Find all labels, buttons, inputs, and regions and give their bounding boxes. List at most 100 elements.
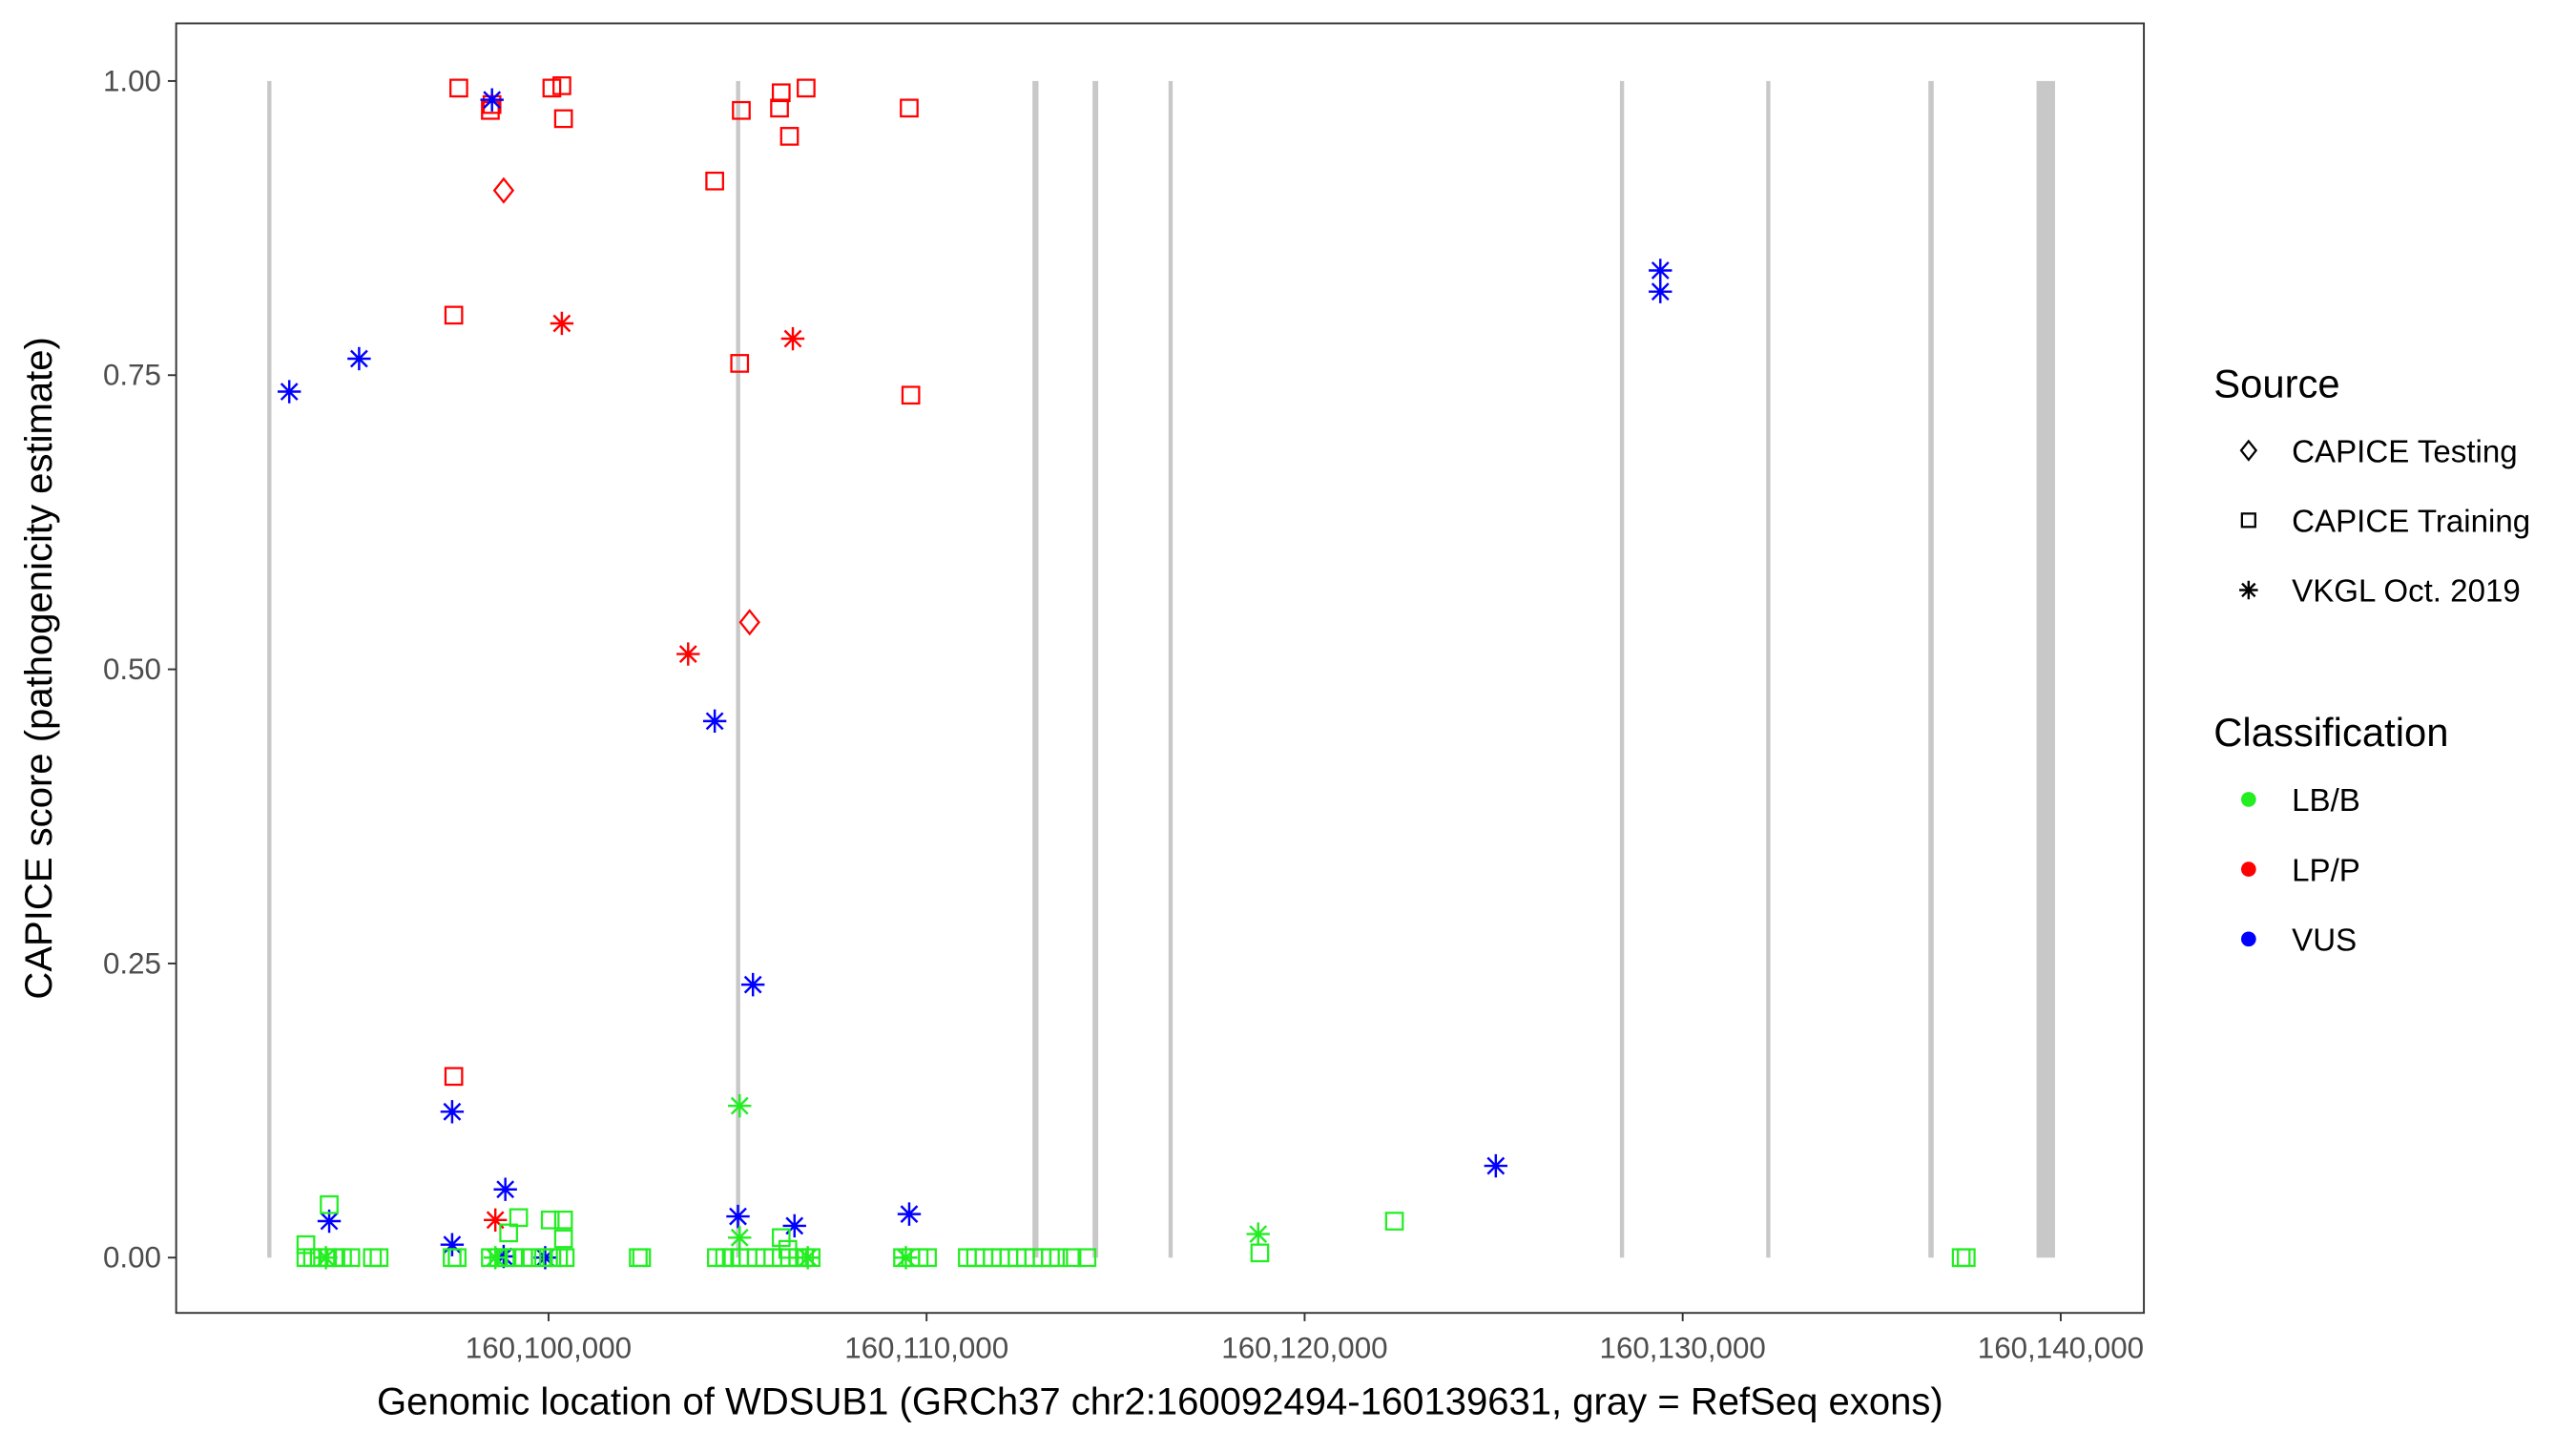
legend: Source Classification CAPICE Testing CAPI… <box>2213 361 2530 958</box>
point-vus-asterisk <box>782 1213 806 1238</box>
legend-title-classification: Classification <box>2213 710 2448 755</box>
point-lb-b-square <box>540 1210 560 1230</box>
legend-key-diamond-icon <box>2239 439 2258 462</box>
point-lb-b-square <box>509 1208 529 1228</box>
point-lb-b-asterisk <box>728 1093 752 1118</box>
point-lb-b-square <box>504 1248 524 1268</box>
exon-bars <box>267 80 2055 1258</box>
point-lb-b-square <box>447 1248 467 1268</box>
point-lb-b-square <box>918 1248 937 1268</box>
point-lb-b-asterisk <box>314 1246 338 1270</box>
plot-border <box>175 22 2146 1315</box>
legend-label: VUS <box>2292 923 2357 958</box>
point-lp-p-square <box>444 305 464 325</box>
point-lb-b-asterisk <box>484 1246 508 1270</box>
point-lb-b-square <box>771 1228 791 1248</box>
y-tick-label: 0.75 <box>103 359 161 392</box>
point-vus-asterisk <box>480 88 504 112</box>
legend-key-dot-icon <box>2241 931 2256 947</box>
point-lb-b-square <box>555 1248 575 1268</box>
legend-label: VKGL Oct. 2019 <box>2292 574 2521 610</box>
exon-bar <box>1619 80 1625 1258</box>
exon-bar <box>267 80 272 1258</box>
point-lb-b-asterisk <box>796 1246 820 1270</box>
y-tick-label: 1.00 <box>103 64 161 97</box>
point-lp-p-square <box>449 78 468 98</box>
legend-label: CAPICE Training <box>2292 505 2530 540</box>
point-lb-b-square <box>801 1248 821 1268</box>
point-lb-b-square <box>341 1248 361 1268</box>
point-lb-b-square <box>499 1223 518 1243</box>
point-lb-b-square <box>1049 1248 1069 1268</box>
point-vus-asterisk <box>491 1244 516 1269</box>
point-lb-b-square <box>1077 1248 1097 1268</box>
legend-title-source: Source <box>2213 361 2339 405</box>
y-tick-label: 0.25 <box>103 946 161 980</box>
point-lp-p-square <box>553 109 573 129</box>
legend-label: LP/P <box>2292 853 2360 888</box>
point-lp-p-square <box>732 100 751 120</box>
exon-bar <box>1928 80 1934 1258</box>
point-lb-b-square <box>1250 1243 1270 1263</box>
point-vus-asterisk <box>1649 259 1672 282</box>
exon-bar <box>1168 80 1174 1258</box>
point-lb-b-square <box>369 1248 389 1268</box>
point-lp-p-square <box>797 78 816 98</box>
point-lp-p-square <box>779 127 800 146</box>
point-lp-p-diamond <box>492 176 515 204</box>
plot-panel <box>176 23 2145 1314</box>
point-lp-p-asterisk <box>780 326 805 351</box>
legend-label: CAPICE Testing <box>2292 434 2518 469</box>
point-vus-asterisk <box>347 346 371 371</box>
point-lb-b-asterisk <box>728 1226 752 1250</box>
point-vus-asterisk <box>1649 280 1672 303</box>
y-axis-title: CAPICE score (pathogenicity estimate) <box>18 337 60 999</box>
point-lp-p-square <box>730 354 750 373</box>
x-tick-label: 160,100,000 <box>466 1331 632 1364</box>
point-lb-b-square <box>553 1210 573 1230</box>
x-tick-label: 160,110,000 <box>844 1331 1008 1364</box>
point-lp-p-diamond <box>738 609 760 636</box>
point-lb-b-square <box>320 1194 339 1214</box>
point-lb-b-square <box>1957 1248 1976 1268</box>
legend-label: LB/B <box>2292 783 2360 819</box>
point-lp-p-square <box>705 171 724 191</box>
point-lp-p-asterisk <box>550 311 574 336</box>
exon-bar <box>2036 80 2055 1258</box>
point-vus-asterisk <box>533 1246 557 1270</box>
point-lb-b-square <box>1062 1248 1082 1268</box>
x-axis: 160,100,000 160,110,000 160,120,000 160,130… <box>466 1313 2144 1364</box>
exon-bar <box>1766 80 1771 1258</box>
x-tick-label: 160,120,000 <box>1221 1331 1387 1364</box>
legend-key-square-icon <box>2240 512 2256 529</box>
point-vus-asterisk <box>741 972 765 997</box>
point-vus-asterisk <box>702 709 727 734</box>
point-lb-b-square <box>553 1229 573 1249</box>
point-lb-b-square <box>632 1248 652 1268</box>
point-vus-asterisk <box>440 1100 465 1124</box>
point-vus-asterisk <box>1484 1153 1508 1178</box>
exon-bar <box>1032 80 1039 1258</box>
y-tick-label: 0.00 <box>103 1241 161 1275</box>
legend-key-dot-icon <box>2241 861 2256 877</box>
point-lp-p-square <box>900 98 919 118</box>
x-axis-title: Genomic location of WDSUB1 (GRCh37 chr2:… <box>377 1380 1943 1422</box>
point-lp-p-square <box>771 83 791 103</box>
point-lb-b-square <box>1384 1212 1404 1231</box>
legend-key-asterisk-icon <box>2239 580 2258 600</box>
point-vus-asterisk <box>278 380 301 404</box>
legend-key-dot-icon <box>2241 792 2256 807</box>
y-axis: 0.00 0.25 0.50 0.75 1.00 <box>103 64 177 1275</box>
point-lp-p-square <box>444 1067 464 1087</box>
point-lp-p-square <box>542 78 562 98</box>
data-points <box>278 76 1976 1270</box>
point-lb-b-square <box>296 1234 316 1255</box>
point-lb-b-asterisk <box>894 1246 918 1270</box>
point-vus-asterisk <box>493 1177 517 1201</box>
exon-bar <box>736 80 740 1258</box>
point-lp-p-square <box>552 76 571 95</box>
exon-bar <box>1092 80 1099 1258</box>
point-lb-b-square <box>522 1248 542 1268</box>
x-tick-label: 160,130,000 <box>1600 1331 1766 1364</box>
